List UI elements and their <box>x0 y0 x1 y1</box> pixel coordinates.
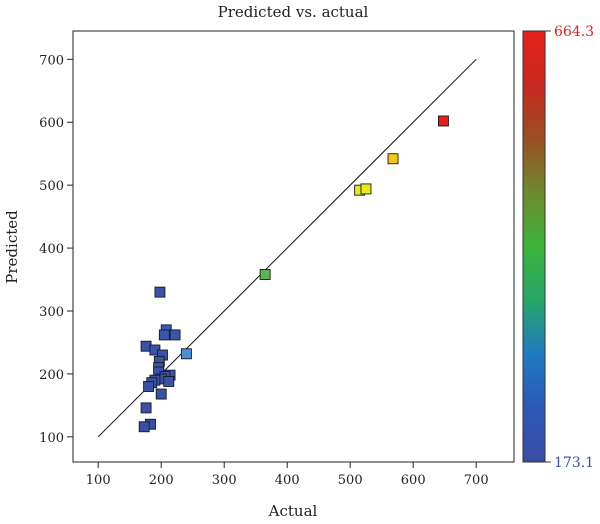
x-axis: 100 200 300 400 500 600 700 <box>86 462 489 488</box>
data-points <box>138 115 449 433</box>
x-tick-label: 100 <box>86 473 111 488</box>
y-tick-label: 100 <box>39 431 64 446</box>
plot-frame <box>72 30 515 463</box>
y-axis: 100 200 300 400 500 600 700 <box>39 53 73 446</box>
colorbar-max-label: 664.3 <box>554 24 594 40</box>
data-point <box>163 376 175 387</box>
x-tick-label: 300 <box>212 473 237 488</box>
data-point <box>387 153 399 165</box>
data-point <box>180 348 192 360</box>
x-tick-label: 200 <box>149 473 174 488</box>
chart-title: Predicted vs. actual <box>218 3 369 21</box>
data-point <box>259 269 271 280</box>
data-point <box>143 381 155 392</box>
data-point <box>154 286 166 298</box>
x-tick-label: 500 <box>338 473 363 488</box>
data-point <box>138 421 150 433</box>
y-tick-label: 600 <box>39 116 64 131</box>
y-tick-label: 300 <box>39 305 64 320</box>
y-tick-label: 700 <box>39 53 64 68</box>
data-point <box>437 115 449 127</box>
data-point <box>158 329 170 341</box>
colorbar-min-label: 173.1 <box>554 455 594 471</box>
x-tick-label: 700 <box>464 473 489 488</box>
y-axis-label: Predicted <box>3 210 21 284</box>
x-axis-label: Actual <box>268 502 318 520</box>
y-tick-label: 400 <box>39 242 64 257</box>
data-point <box>140 402 152 414</box>
y-tick-label: 500 <box>39 179 64 194</box>
y-tick-label: 200 <box>39 368 64 383</box>
data-point <box>155 388 167 400</box>
data-point <box>360 183 372 195</box>
x-tick-label: 600 <box>401 473 426 488</box>
data-point <box>169 329 181 341</box>
x-tick-label: 400 <box>275 473 300 488</box>
colorbar <box>522 30 546 463</box>
